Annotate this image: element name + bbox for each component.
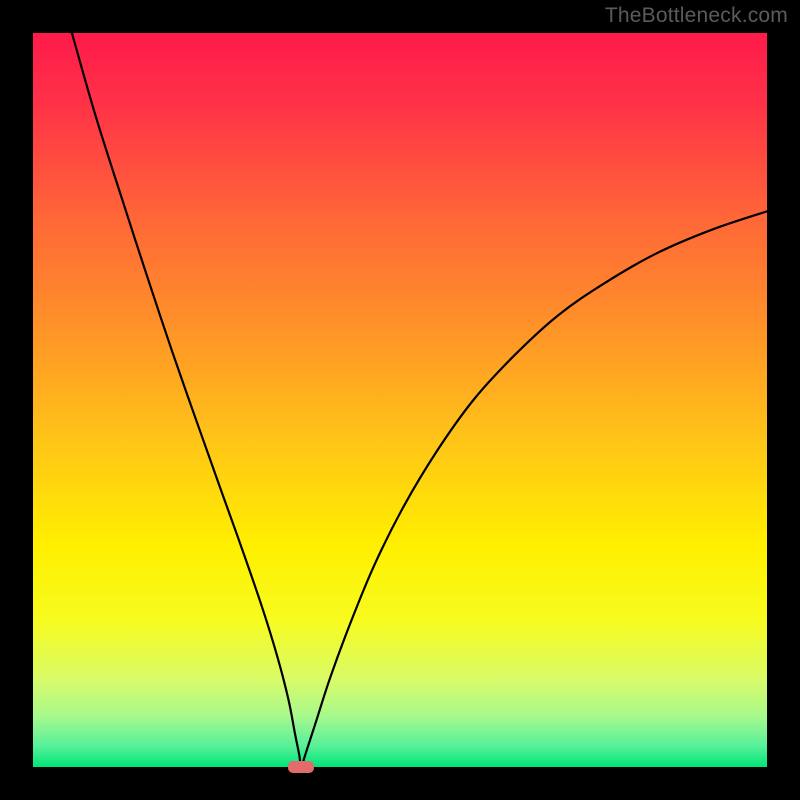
figure-root: TheBottleneck.com	[0, 0, 800, 800]
curve-path	[72, 33, 767, 767]
minimum-marker	[288, 761, 314, 773]
bottleneck-curve	[33, 33, 767, 767]
plot-area	[33, 33, 767, 767]
watermark-text: TheBottleneck.com	[605, 4, 788, 28]
